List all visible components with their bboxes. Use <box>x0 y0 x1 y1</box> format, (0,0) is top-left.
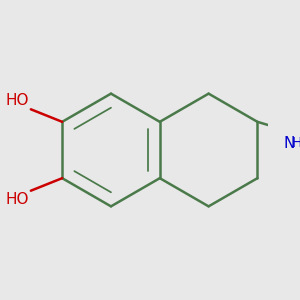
Text: N: N <box>283 136 294 151</box>
Text: HO: HO <box>6 192 29 207</box>
Text: HO: HO <box>6 93 29 108</box>
Text: H: H <box>291 136 300 150</box>
